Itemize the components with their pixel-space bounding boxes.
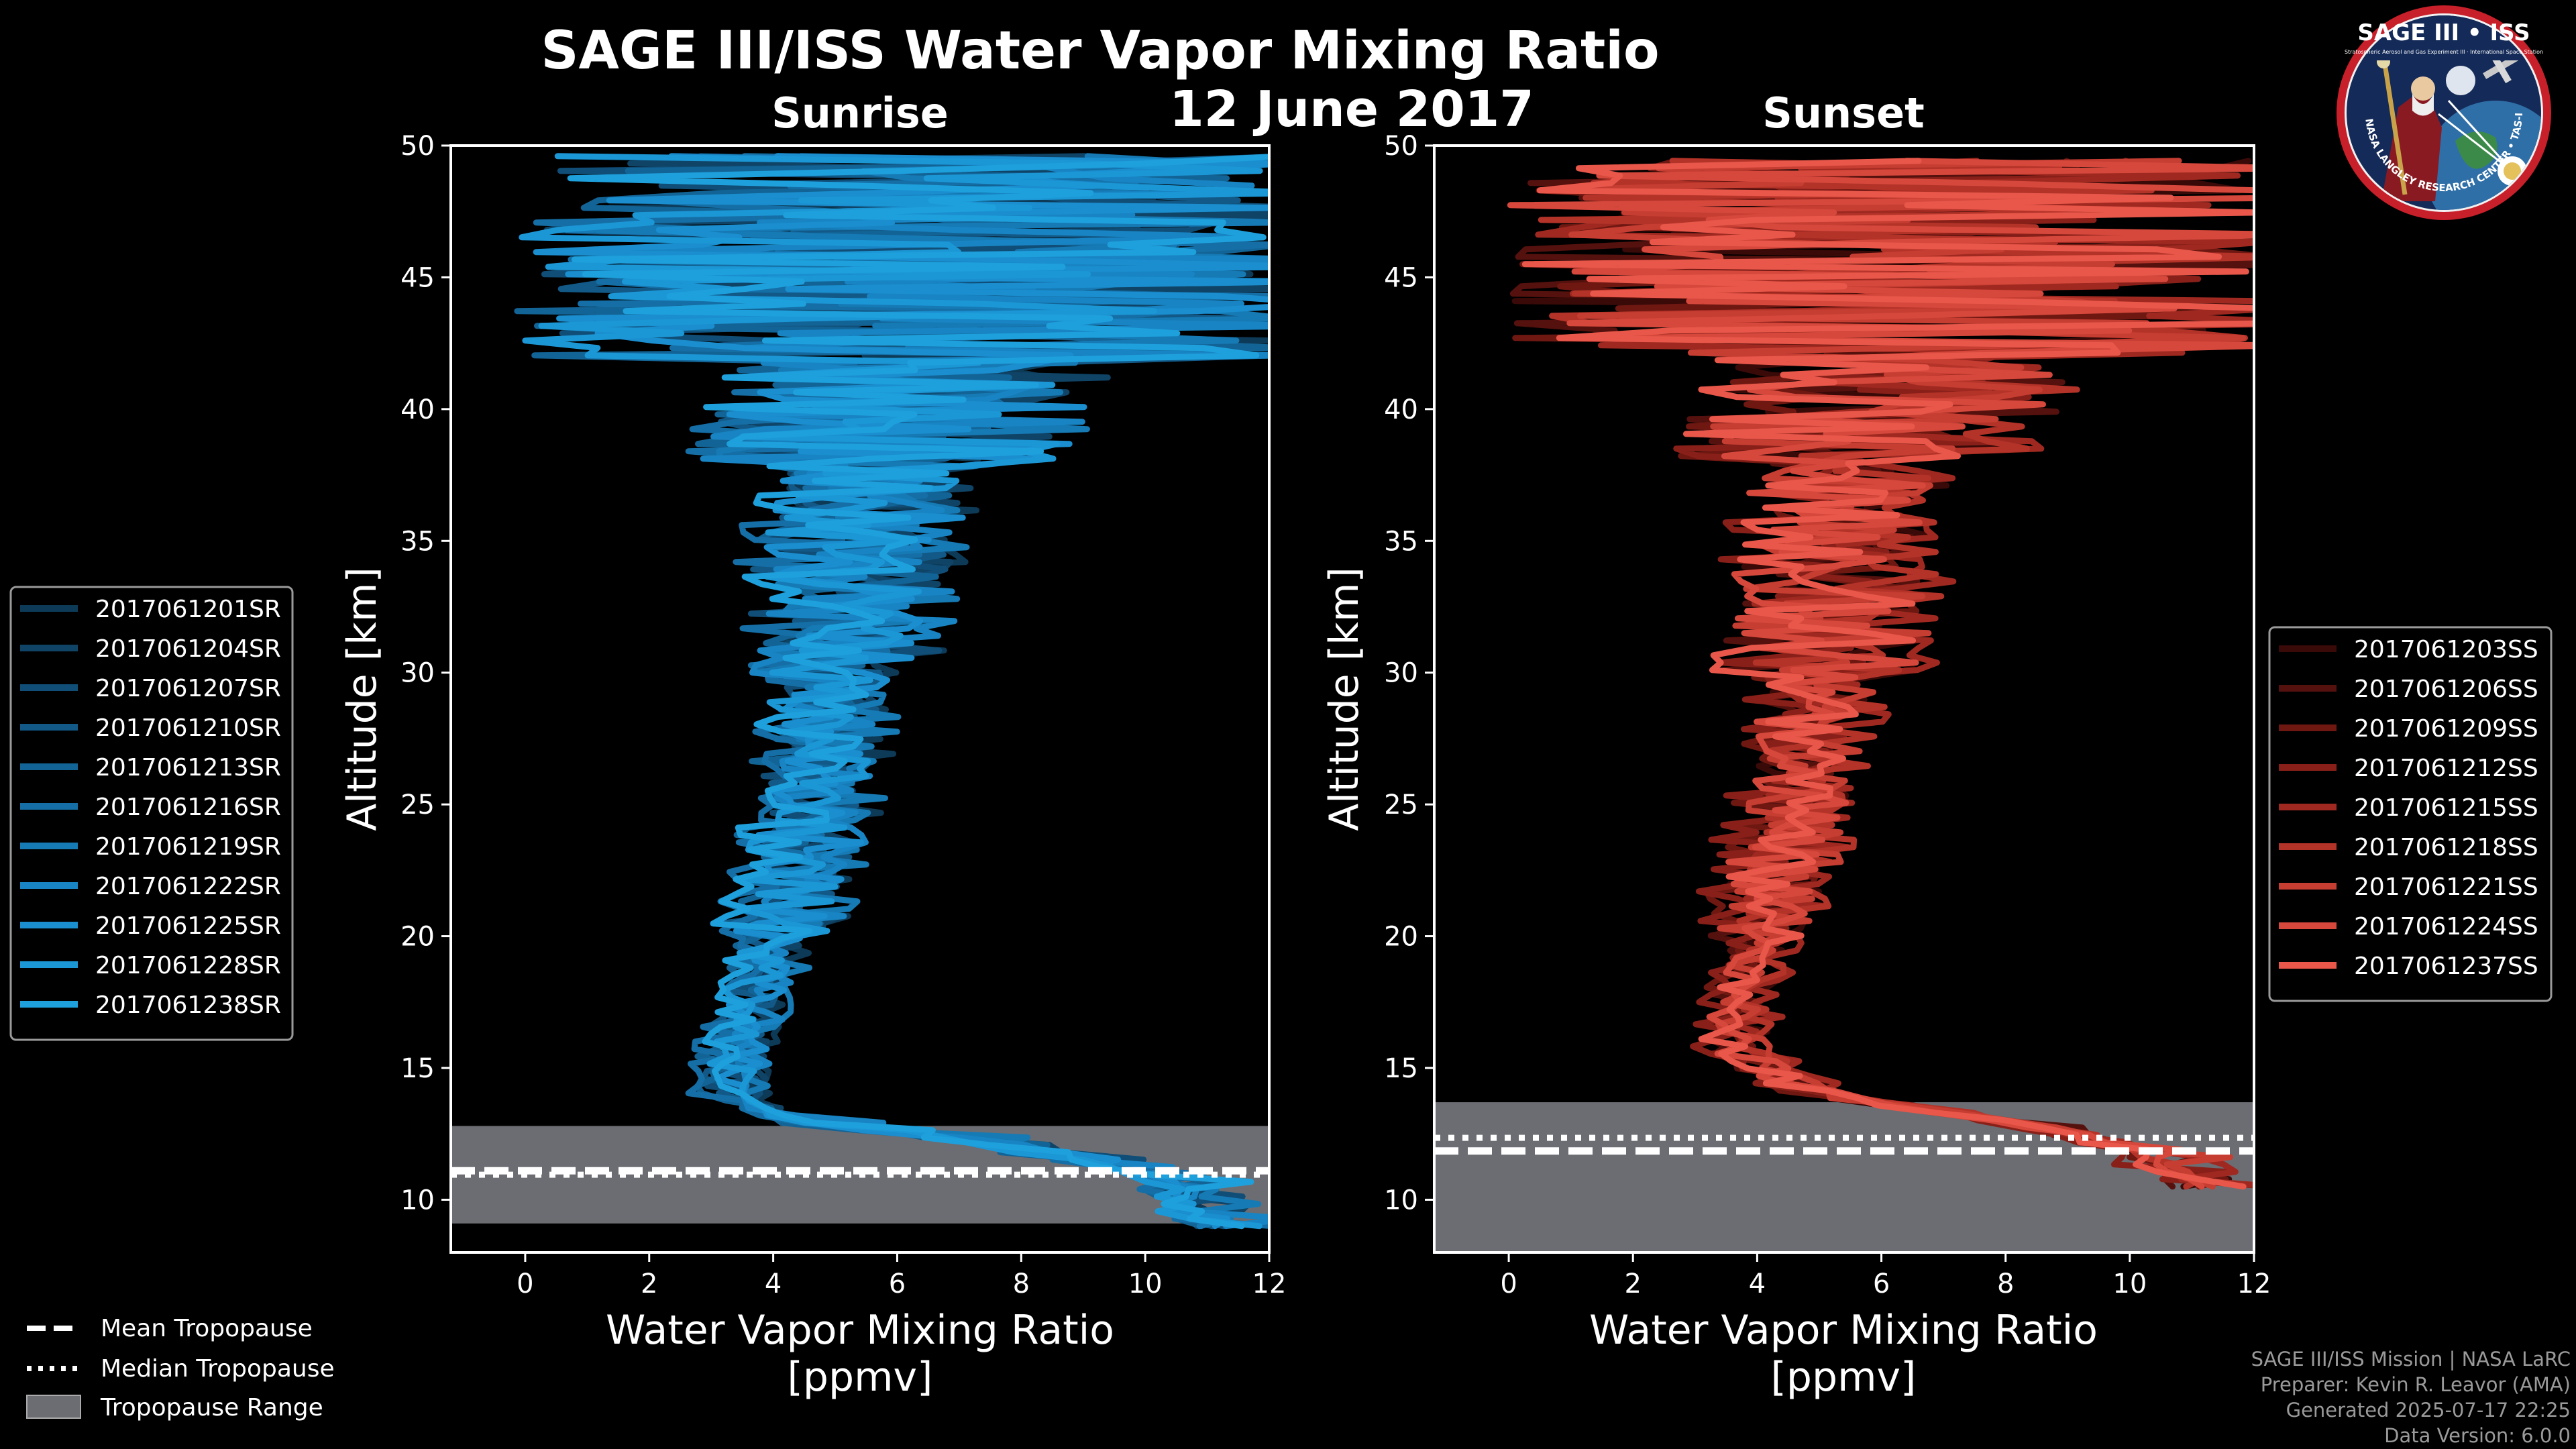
series-line-2017061237SS [1521,158,2254,1190]
x-tick-label: 10 [2112,1269,2147,1299]
credit-mission: SAGE III/ISS Mission | NASA LaRC [2251,1348,2571,1371]
sunset-legend: 2017061203SS 2017061206SS 2017061209SS 2017… [2268,626,2553,1002]
y-tick-label: 40 [1384,394,1418,425]
sunset-plot-frame [1433,144,2255,1254]
sunset-x-axis-label-line2: [ppmv] [1771,1354,1917,1401]
legend-label: 2017061203SS [2354,636,2538,663]
x-tick-label: 4 [765,1269,782,1299]
credit-generated: Generated 2025-07-17 22:25 [2286,1399,2571,1421]
sunrise-panel-title: Sunrise [771,89,949,138]
legend-label: 2017061219SR [95,833,281,861]
legend-label: 2017061238SR [95,991,281,1019]
x-tick-label: 10 [1128,1269,1163,1299]
sunrise-x-axis-label-line1: Water Vapor Mixing Ratio [606,1307,1114,1354]
sunset-panel-title: Sunset [1762,89,1925,138]
x-tick-label: 6 [889,1269,906,1299]
legend-label: 2017061222SR [95,873,281,900]
sunrise-y-axis: 10 15 20 25 30 35 40 45 50 [400,131,451,1216]
tropopause-range-swatch [26,1395,81,1419]
mean-tropopause-label: Mean Tropopause [101,1315,313,1342]
y-tick-label: 30 [1384,658,1418,689]
x-tick-label: 0 [1500,1269,1517,1299]
legend-frame [2268,626,2553,1002]
x-tick-label: 8 [1013,1269,1030,1299]
legend-frame [9,586,294,1041]
legend-label: 2017061228SR [95,952,281,979]
legend-label: 2017061237SS [2354,953,2538,980]
sunrise-plot-frame [449,144,1271,1254]
y-tick-label: 40 [400,394,435,425]
legend-label: 2017061221SS [2354,873,2538,901]
credit-data-version: Data Version: 6.0.0 [2384,1424,2571,1447]
y-tick-label: 25 [400,790,435,820]
y-tick-label: 10 [400,1185,435,1216]
legend-label: 2017061218SS [2354,834,2538,861]
legend-label: 2017061201SR [95,596,281,623]
tropopause-range-label: Tropopause Range [100,1394,323,1421]
x-tick-label: 12 [2237,1269,2271,1299]
tropopause-range-band [1434,1102,2254,1252]
y-tick-label: 35 [1384,526,1418,557]
x-tick-label: 6 [1873,1269,1890,1299]
y-tick-label: 30 [400,658,435,689]
series-line-2017061238SR [567,154,1269,1230]
legend-label: 2017061213SR [95,754,281,782]
x-tick-label: 0 [517,1269,533,1299]
sunrise-x-axis: 0 2 4 6 8 10 12 [517,1252,1286,1299]
x-tick-label: 4 [1749,1269,1766,1299]
x-tick-label: 8 [1997,1269,2014,1299]
x-tick-label: 2 [641,1269,657,1299]
figure-date: 12 June 2017 [1169,80,1534,138]
y-tick-label: 25 [1384,790,1418,820]
x-tick-label: 2 [1625,1269,1642,1299]
tropopause-legend: Mean Tropopause Median Tropopause Tropop… [26,1315,335,1421]
sunset-profiles [1507,158,2254,1190]
logo-title: SAGE III • ISS [2357,19,2530,46]
sunrise-x-axis-label-line2: [ppmv] [788,1354,933,1401]
credits: SAGE III/ISS Mission | NASA LaRC Prepare… [2251,1348,2571,1447]
sunset-y-axis-label: Altitude [km] [1321,567,1368,831]
sunrise-legend: 2017061201SR 2017061204SR 2017061207SR 2017… [9,586,294,1041]
legend-label: 2017061225SR [95,912,281,940]
x-tick-label: 12 [1252,1269,1287,1299]
legend-label: 2017061215SS [2354,794,2538,822]
credit-preparer: Preparer: Kevin R. Leavor (AMA) [2261,1373,2571,1396]
astronomer-figure-icon [2381,87,2442,201]
legend-label: 2017061206SS [2354,676,2538,703]
y-tick-label: 10 [1384,1185,1418,1216]
y-tick-label: 50 [1384,131,1418,162]
sunrise-profiles [514,153,1269,1230]
sunset-panel: 0 2 4 6 8 10 12 10 15 20 25 30 35 40 45 50 Sunset Wate… [1321,89,2271,1401]
median-tropopause-label: Median Tropopause [101,1355,335,1383]
legend-label: 2017061207SR [95,675,281,702]
legend-label: 2017061212SS [2354,755,2538,782]
y-tick-label: 15 [400,1053,435,1084]
sunset-y-axis: 10 15 20 25 30 35 40 45 50 [1384,131,1434,1216]
y-tick-label: 45 [1384,262,1418,293]
y-tick-label: 35 [400,526,435,557]
legend-label: 2017061224SS [2354,913,2538,941]
y-tick-label: 20 [1384,922,1418,953]
sunrise-y-axis-label: Altitude [km] [339,567,386,831]
sunset-x-axis: 0 2 4 6 8 10 12 [1500,1252,2271,1299]
series-line-2017061224SS [1507,158,2254,1190]
legend-label: 2017061204SR [95,635,281,663]
legend-label: 2017061209SS [2354,715,2538,743]
y-tick-label: 15 [1384,1053,1418,1084]
legend-label: 2017061216SR [95,794,281,821]
sunrise-panel: 0 2 4 6 8 10 12 10 15 20 25 30 35 40 45 50 Sunrise Wat… [339,89,1286,1401]
logo-subtitle: Stratospheric Aerosol and Gas Experiment… [2345,49,2543,55]
y-tick-label: 45 [400,262,435,293]
sunset-x-axis-label-line1: Water Vapor Mixing Ratio [1589,1307,2098,1354]
legend-label: 2017061210SR [95,714,281,742]
figure-title: SAGE III/ISS Water Vapor Mixing Ratio [541,21,1659,81]
y-tick-label: 50 [400,131,435,162]
y-tick-label: 20 [400,922,435,953]
